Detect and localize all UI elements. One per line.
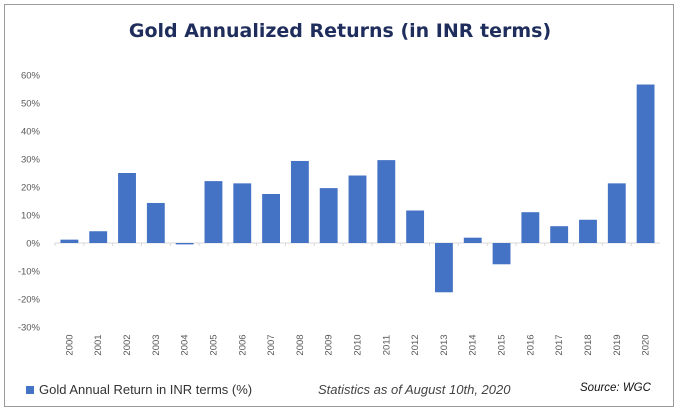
x-tick-label: 2016 — [525, 334, 536, 355]
bar-2012 — [406, 210, 425, 243]
bar-2014 — [463, 237, 482, 243]
y-tick-label: -30% — [18, 323, 41, 334]
x-tick-label: 2011 — [381, 335, 392, 355]
y-tick-label: 30% — [21, 155, 41, 166]
bar-2002 — [118, 173, 136, 243]
x-tick-label: 2007 — [266, 334, 277, 355]
bar-2019 — [607, 183, 626, 243]
y-tick-label: -10% — [18, 267, 41, 278]
x-tick-label: 2004 — [180, 334, 191, 355]
y-tick-label: -20% — [18, 295, 41, 306]
x-tick-label: 2019 — [612, 334, 623, 355]
bar-2020 — [636, 84, 655, 244]
bar-2018 — [579, 219, 597, 243]
bar-2011 — [377, 160, 396, 243]
bar-2006 — [233, 183, 252, 243]
x-tick-label: 2017 — [554, 334, 565, 355]
bar-2017 — [550, 226, 569, 243]
bar-2004 — [175, 243, 194, 245]
bar-2010 — [348, 175, 367, 243]
x-tick-label: 2009 — [324, 334, 335, 355]
y-tick-label: 0% — [26, 239, 40, 250]
bar-2008 — [290, 160, 309, 243]
y-axis: 60% 50% 40% 30% 20% 10% 0% -10% -20% -30% — [18, 71, 660, 334]
source-label: Source: WGC — [580, 382, 651, 394]
x-tick-label: 2020 — [641, 334, 652, 355]
x-tick-label: 2003 — [151, 334, 162, 355]
y-tick-label: 50% — [21, 99, 41, 110]
x-tick-label: 2002 — [122, 334, 133, 355]
bar-2007 — [262, 194, 280, 243]
bar-2003 — [146, 202, 165, 243]
x-tick-label: 2013 — [439, 334, 450, 355]
y-tick-label: 40% — [21, 127, 41, 138]
x-tick-label: 2008 — [295, 334, 306, 355]
bar-2016 — [521, 212, 540, 243]
bar-2005 — [204, 181, 223, 243]
x-tick-label: 2014 — [468, 334, 479, 355]
x-tick-label: 2001 — [93, 334, 104, 355]
bar-2015 — [492, 243, 511, 265]
bar-2001 — [89, 231, 108, 243]
y-tick-label: 60% — [21, 71, 41, 82]
x-tick-label: 2006 — [237, 334, 248, 355]
y-tick-label: 10% — [21, 211, 41, 222]
y-tick-label: 20% — [21, 183, 41, 194]
x-tick-label: 2015 — [497, 334, 508, 355]
legend-label: Gold Annual Return in INR terms (%) — [39, 382, 253, 397]
legend-swatch — [26, 385, 34, 394]
statistics-note: Statistics as of August 10th, 2020 — [318, 382, 511, 397]
x-tick-label: 2018 — [583, 334, 594, 355]
x-tick-label: 2010 — [353, 334, 364, 355]
bars-group — [60, 84, 655, 293]
legend: Gold Annual Return in INR terms (%) — [26, 382, 252, 397]
chart-title: Gold Annualized Returns (in INR terms) — [128, 20, 552, 42]
x-tick-label: 2012 — [410, 334, 421, 355]
bar-2009 — [319, 188, 338, 243]
bar-2000 — [60, 239, 79, 243]
x-tick-label: 2000 — [64, 334, 75, 355]
x-axis: 2000 2001 2002 2003 2004 2005 2006 2007 2008 2009… — [54, 243, 652, 356]
chart-frame — [4, 4, 674, 407]
x-tick-label: 2005 — [208, 334, 219, 355]
bar-2013 — [435, 243, 453, 293]
